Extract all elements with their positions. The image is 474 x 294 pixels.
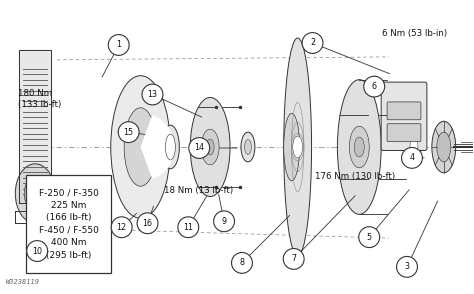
Circle shape [283,248,304,269]
Circle shape [397,256,418,277]
Ellipse shape [30,186,40,201]
Circle shape [111,217,132,238]
Ellipse shape [241,132,255,162]
Ellipse shape [337,80,381,214]
Ellipse shape [349,126,369,168]
Text: 2: 2 [310,39,315,48]
Circle shape [364,76,384,97]
Ellipse shape [432,121,456,173]
Circle shape [118,122,139,143]
Text: 5: 5 [367,233,372,242]
Circle shape [27,240,47,261]
Circle shape [108,35,129,55]
Ellipse shape [162,125,179,169]
Text: 4: 4 [410,153,414,162]
Ellipse shape [206,139,214,155]
Text: 3: 3 [404,262,410,271]
Text: 6: 6 [372,82,377,91]
Ellipse shape [410,136,418,158]
Text: 13: 13 [147,90,157,99]
Text: 11: 11 [183,223,193,232]
Text: 18 Nm (13 lb-ft): 18 Nm (13 lb-ft) [164,186,233,195]
Circle shape [178,217,199,238]
FancyBboxPatch shape [27,175,111,273]
Text: 7: 7 [291,254,296,263]
Text: 15: 15 [124,128,134,137]
Ellipse shape [24,177,46,211]
Text: 16: 16 [143,219,153,228]
Circle shape [142,84,163,105]
Text: W3238119: W3238119 [5,279,39,285]
Text: 14: 14 [194,143,204,153]
Text: 12: 12 [117,223,127,232]
Circle shape [401,148,422,168]
Circle shape [137,213,158,234]
Ellipse shape [284,113,300,181]
Text: 10: 10 [32,246,42,255]
Text: 6 Nm (53 lb-in): 6 Nm (53 lb-in) [382,29,447,38]
Circle shape [231,253,253,273]
Wedge shape [141,115,175,179]
Circle shape [359,227,380,248]
Text: F-250 / F-350
225 Nm
(166 lb-ft)
F-450 / F-550
400 Nm
(295 lb-ft): F-250 / F-350 225 Nm (166 lb-ft) F-450 /… [38,188,99,260]
Text: 9: 9 [221,217,227,226]
FancyBboxPatch shape [381,82,427,151]
Ellipse shape [437,132,451,162]
Polygon shape [19,50,51,203]
Ellipse shape [124,108,157,186]
Ellipse shape [165,134,175,160]
Text: 180 Nm
(133 lb-ft): 180 Nm (133 lb-ft) [18,89,61,109]
Ellipse shape [111,76,170,218]
Ellipse shape [407,128,421,166]
FancyBboxPatch shape [387,124,421,141]
Circle shape [189,138,210,158]
Ellipse shape [190,98,230,196]
Text: 8: 8 [239,258,245,268]
Text: 176 Nm (130 lb-ft): 176 Nm (130 lb-ft) [315,172,395,181]
Text: 1: 1 [116,41,121,49]
FancyBboxPatch shape [387,102,421,120]
Ellipse shape [354,137,364,157]
Ellipse shape [293,136,302,158]
Ellipse shape [201,129,219,165]
Ellipse shape [284,38,311,256]
Ellipse shape [245,140,251,154]
Ellipse shape [15,164,55,223]
Circle shape [302,33,323,54]
Circle shape [214,211,235,232]
